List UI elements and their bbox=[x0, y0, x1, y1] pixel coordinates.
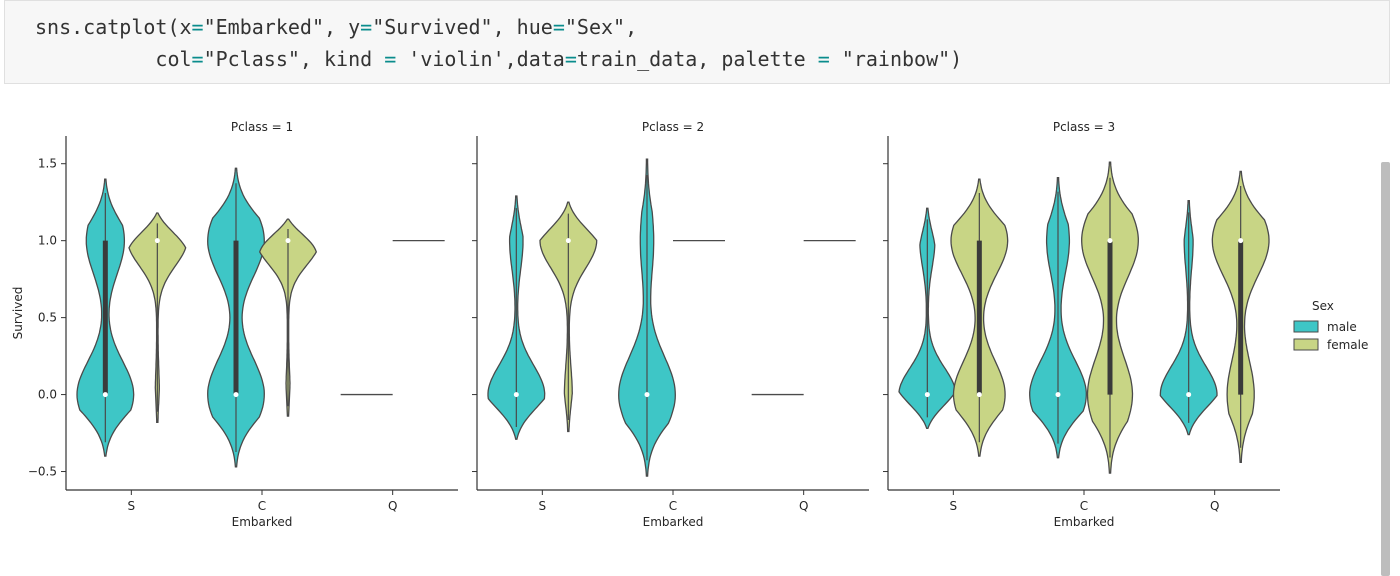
panel-title: Pclass = 1 bbox=[231, 120, 293, 134]
violin-median-dot bbox=[1238, 238, 1244, 244]
code-token: "Survived", hue bbox=[372, 15, 553, 39]
violin-median-dot bbox=[924, 392, 930, 398]
y-tick-label: 1.5 bbox=[38, 157, 57, 171]
legend-swatch-male bbox=[1293, 320, 1319, 333]
code-operator: = bbox=[552, 15, 565, 39]
violin-median-dot bbox=[644, 392, 650, 398]
x-tick-label: S bbox=[128, 499, 136, 513]
y-axis-label: Survived bbox=[11, 287, 25, 340]
x-tick-label: C bbox=[669, 499, 677, 513]
y-tick-label: 0.5 bbox=[38, 311, 57, 325]
violin-median-dot bbox=[285, 238, 291, 244]
x-tick-label: C bbox=[1080, 499, 1088, 513]
code-cell[interactable]: sns.catplot(x="Embarked", y="Survived", … bbox=[4, 0, 1390, 84]
panel-title: Pclass = 2 bbox=[642, 120, 704, 134]
violin-plot-figure: Pclass = 1 −0.5 0.0 0.5 1.0 1.5 S C Q Embarked Pcl… bbox=[11, 120, 1368, 529]
legend-entry-male: male bbox=[1327, 320, 1357, 334]
code-token: 'violin',data bbox=[396, 47, 565, 71]
violin-median-dot bbox=[1107, 238, 1113, 244]
x-tick-label: S bbox=[539, 499, 547, 513]
y-tick-label: 0.0 bbox=[38, 388, 57, 402]
violin-median-dot bbox=[1186, 392, 1192, 398]
x-axis-label: Embarked bbox=[643, 515, 704, 529]
code-token: train_data, palette bbox=[576, 47, 818, 71]
x-axis-label: Embarked bbox=[1054, 515, 1115, 529]
x-tick-label: C bbox=[258, 499, 266, 513]
code-operator: = bbox=[191, 15, 204, 39]
violin-median-dot bbox=[513, 392, 519, 398]
code-operator: = bbox=[360, 15, 373, 39]
output-scrollbar[interactable] bbox=[1381, 162, 1390, 576]
violin-median-dot bbox=[1055, 392, 1061, 398]
y-tick-label: 1.0 bbox=[38, 234, 57, 248]
code-line-1: sns.catplot(x="Embarked", y="Survived", … bbox=[35, 14, 637, 40]
code-line-2: col="Pclass", kind = 'violin',data=train… bbox=[35, 46, 962, 72]
code-token: "Embarked", y bbox=[203, 15, 361, 39]
x-tick-label: Q bbox=[388, 499, 397, 513]
x-tick-label: Q bbox=[799, 499, 808, 513]
x-tick-label: Q bbox=[1210, 499, 1219, 513]
code-token: sns.catplot(x bbox=[35, 15, 192, 39]
violin-median-dot bbox=[565, 238, 571, 244]
legend-swatch-female bbox=[1293, 338, 1319, 351]
code-token: "rainbow") bbox=[829, 47, 963, 71]
code-operator: = bbox=[384, 47, 397, 71]
code-operator: = bbox=[817, 47, 830, 71]
code-token: "Sex", bbox=[564, 15, 638, 39]
x-axis-label: Embarked bbox=[232, 515, 293, 529]
code-operator: = bbox=[191, 47, 204, 71]
y-tick-label: −0.5 bbox=[28, 465, 57, 479]
violin-median-dot bbox=[233, 392, 239, 398]
code-token: "Pclass", kind bbox=[203, 47, 385, 71]
violin-median-dot bbox=[976, 392, 982, 398]
code-operator: = bbox=[564, 47, 577, 71]
panel-title: Pclass = 3 bbox=[1053, 120, 1115, 134]
legend-title: Sex bbox=[1312, 299, 1334, 313]
x-tick-label: S bbox=[950, 499, 958, 513]
violin-median-dot bbox=[102, 392, 108, 398]
legend-entry-female: female bbox=[1327, 338, 1368, 352]
violin-median-dot bbox=[154, 238, 160, 244]
code-token: col bbox=[155, 47, 192, 71]
